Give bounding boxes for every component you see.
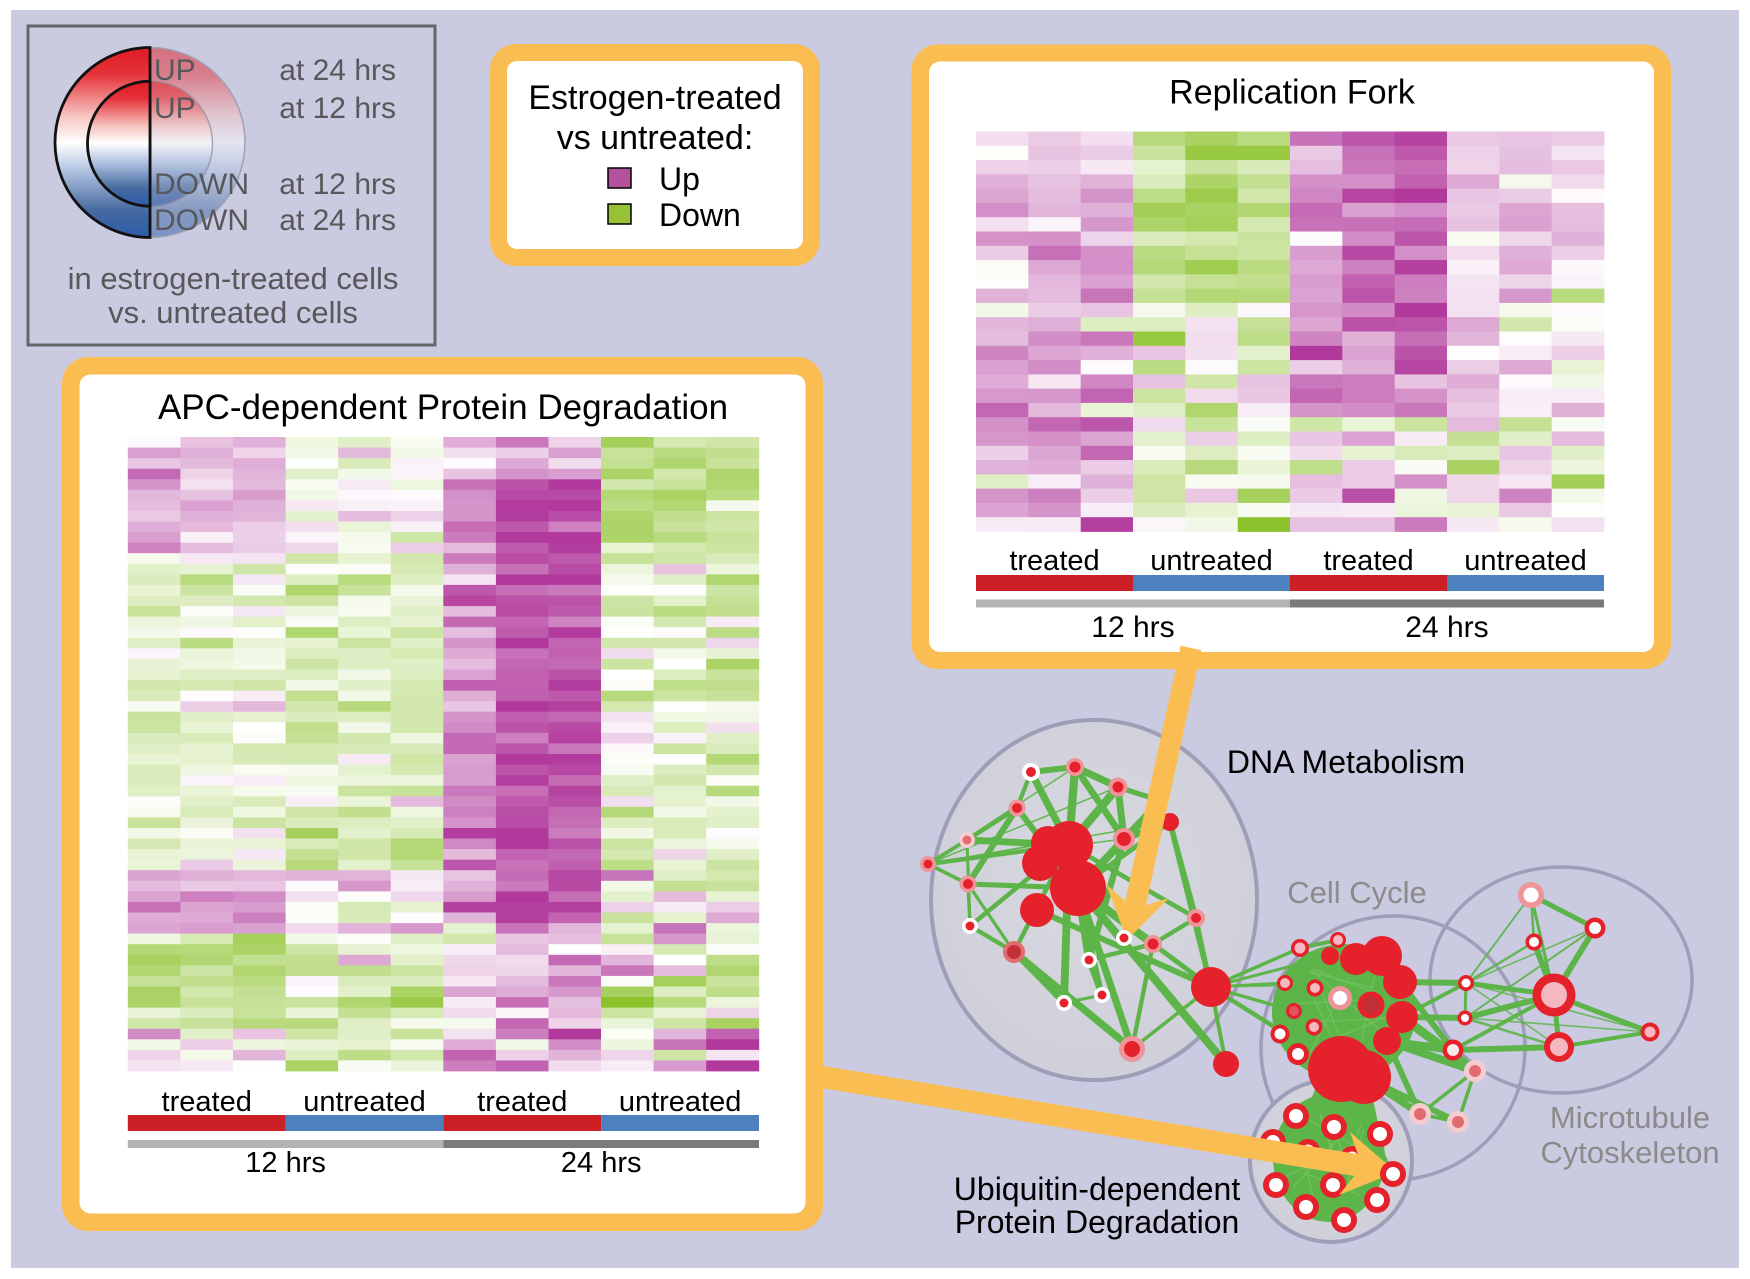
svg-text:Ubiquitin-dependent: Ubiquitin-dependent xyxy=(954,1171,1241,1207)
svg-text:treated: treated xyxy=(162,1086,252,1118)
svg-text:at 24 hrs: at 24 hrs xyxy=(279,204,396,237)
svg-text:DOWN: DOWN xyxy=(154,204,249,237)
svg-text:DNA Metabolism: DNA Metabolism xyxy=(1227,744,1465,780)
svg-text:12 hrs: 12 hrs xyxy=(1091,611,1174,644)
svg-text:untreated: untreated xyxy=(619,1086,742,1118)
svg-text:at 12 hrs: at 12 hrs xyxy=(279,92,396,125)
svg-text:Microtubule: Microtubule xyxy=(1550,1100,1710,1135)
svg-text:24 hrs: 24 hrs xyxy=(1405,611,1488,644)
svg-text:in estrogen-treated cells: in estrogen-treated cells xyxy=(68,261,399,296)
svg-text:treated: treated xyxy=(477,1086,567,1118)
svg-text:Up: Up xyxy=(659,161,700,197)
svg-text:at 12 hrs: at 12 hrs xyxy=(279,168,396,201)
svg-text:UP: UP xyxy=(154,54,196,87)
svg-text:treated: treated xyxy=(1009,545,1099,577)
svg-text:Cell Cycle: Cell Cycle xyxy=(1287,875,1427,910)
svg-text:Down: Down xyxy=(659,197,741,233)
svg-text:APC-dependent Protein Degradat: APC-dependent Protein Degradation xyxy=(158,388,728,427)
svg-text:treated: treated xyxy=(1323,545,1413,577)
svg-text:vs. untreated cells: vs. untreated cells xyxy=(108,295,358,330)
svg-text:vs untreated:: vs untreated: xyxy=(557,119,754,157)
svg-text:untreated: untreated xyxy=(303,1086,426,1118)
svg-text:12 hrs: 12 hrs xyxy=(245,1147,326,1179)
svg-text:untreated: untreated xyxy=(1464,545,1587,577)
svg-text:at 24 hrs: at 24 hrs xyxy=(279,54,396,87)
svg-text:Cytoskeleton: Cytoskeleton xyxy=(1540,1135,1719,1170)
svg-text:untreated: untreated xyxy=(1150,545,1273,577)
svg-text:Replication Fork: Replication Fork xyxy=(1169,74,1416,112)
svg-text:Estrogen-treated: Estrogen-treated xyxy=(528,79,781,117)
svg-text:UP: UP xyxy=(154,92,196,125)
svg-text:DOWN: DOWN xyxy=(154,168,249,201)
svg-text:Protein Degradation: Protein Degradation xyxy=(955,1204,1240,1240)
svg-text:24 hrs: 24 hrs xyxy=(561,1147,642,1179)
